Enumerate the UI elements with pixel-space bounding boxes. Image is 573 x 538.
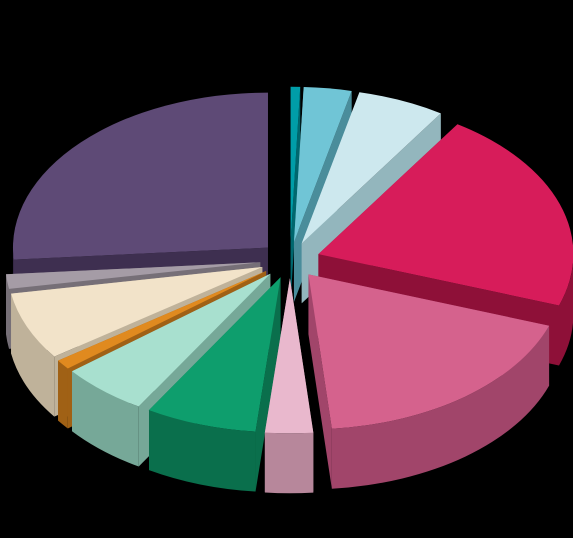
slice-outer-slice-6 [265, 432, 313, 493]
slice-outer-slice-9 [58, 361, 68, 429]
pie-chart-svg [0, 0, 573, 538]
pie-chart-3d [0, 0, 573, 538]
